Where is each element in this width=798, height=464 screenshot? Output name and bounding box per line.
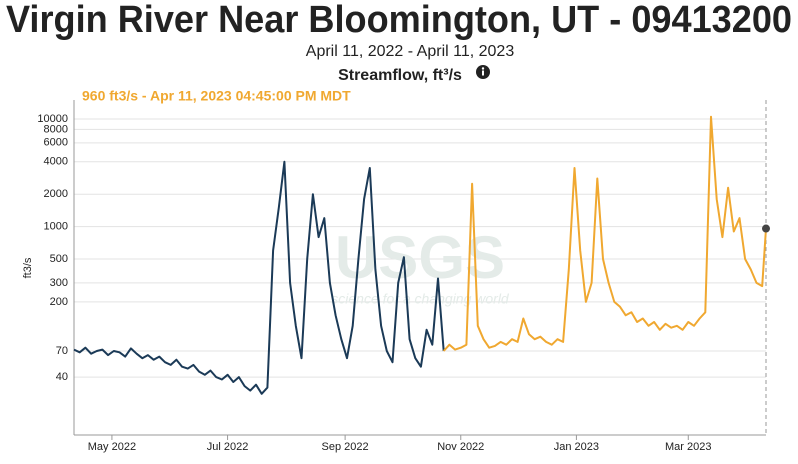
x-tick-label: Mar 2023 [665,441,711,453]
chart-subtitle: April 11, 2022 - April 11, 2023 [306,43,515,60]
latest-point [762,224,770,233]
x-tick-label: May 2022 [88,441,136,453]
y-tick-label: 6000 [44,137,68,149]
annotation: 960 ft3/s - Apr 11, 2023 04:45:00 PM MDT [82,88,351,104]
y-tick-label: 8000 [44,123,68,135]
series-line [442,115,767,352]
y-tick-label: 10000 [37,113,68,125]
x-tick-label: Nov 2022 [437,441,484,453]
y-tick-label: 200 [50,296,68,308]
y-tick-label: 1000 [44,221,68,233]
info-icon[interactable] [476,65,490,79]
y-tick-label: 70 [56,345,68,357]
y-tick-label: 2000 [44,188,68,200]
y-tick-label: 40 [56,371,68,383]
y-tick-label: 4000 [44,156,68,168]
x-tick-label: Jan 2023 [554,441,599,453]
chart-title: Virgin River Near Bloomington, UT - 0941… [6,0,792,41]
x-tick-label: Jul 2022 [207,441,249,453]
y-tick-label: 500 [50,253,68,265]
y-axis-label: ft3/s [22,257,34,278]
x-tick-label: Sep 2022 [322,441,369,453]
chart-label: Streamflow, ft³/s [338,67,462,84]
series-line [73,160,445,395]
watermark-tagline: science for a changing world [331,291,510,307]
y-tick-label: 300 [50,277,68,289]
